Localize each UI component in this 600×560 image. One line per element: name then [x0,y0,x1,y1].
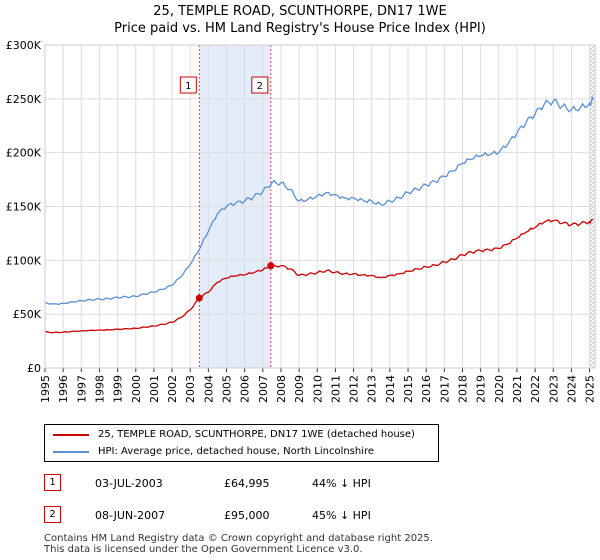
x-tick-label: 2015 [402,375,415,403]
y-tick-label: £0 [27,362,41,375]
x-tick-label: 2012 [348,375,361,403]
x-tick-label: 2022 [529,375,542,403]
sale-1-box-label: 1 [185,81,191,92]
y-tick-label: £200K [6,147,42,160]
sale-2-box-label: 2 [257,81,263,92]
x-tick-label: 2006 [239,375,252,403]
plot-border [44,44,596,369]
x-tick-label: 2003 [184,375,197,403]
hpi-series-line [44,95,594,306]
x-tick-label: 2002 [166,375,179,403]
x-tick-label: 2021 [511,375,524,403]
x-tick-label: 1995 [39,375,52,403]
sale-price-2: £95,000 [224,509,270,522]
y-tick-label: £250K [6,93,42,106]
x-tick-label: 2001 [148,375,161,403]
x-tick-label: 2023 [547,375,560,403]
x-tick-label: 1998 [93,375,106,403]
sale-hpi-2: 45% ↓ HPI [312,509,371,522]
x-tick-label: 2011 [329,375,342,403]
x-tick-label: 2000 [130,375,143,403]
x-tick-label: 2009 [293,375,306,403]
x-tick-label: 2005 [221,375,234,403]
x-tick-label: 2008 [275,375,288,403]
y-tick-label: £100K [6,254,42,267]
x-tick-label: 1997 [75,375,88,403]
sale-date-1: 03-JUL-2003 [95,477,163,490]
sale-badge-1: 1 [44,474,61,491]
property-series-line [44,218,594,334]
sale-1-box [179,76,197,94]
x-tick-label: 2025 [584,375,597,403]
legend-swatch-hpi [53,451,89,453]
y-tick-label: £150K [6,201,42,214]
x-tick-label: 1996 [57,375,70,403]
price-chart: £0 £50K £100K £150K £200K £250K £300K 1995 1996 1… [6,39,597,403]
chart-legend: 25, TEMPLE ROAD, SCUNTHORPE, DN17 1WE (d… [44,424,439,462]
sale-hpi-1: 44% ↓ HPI [312,477,371,490]
sale-price-1: £64,995 [224,477,270,490]
x-tick-label: 2020 [493,375,506,403]
y-tick-label: £50K [13,308,42,321]
sale-2-box [251,76,269,94]
legend-label-property: 25, TEMPLE ROAD, SCUNTHORPE, DN17 1WE (d… [98,429,415,440]
x-tick-label: 2007 [257,375,270,403]
sale-badge-2: 2 [44,506,61,523]
footer-copyright: Contains HM Land Registry data © Crown c… [44,533,433,544]
y-tick-label: £300K [6,39,42,52]
x-tick-label: 2010 [311,375,324,403]
legend-label-hpi: HPI: Average price, detached house, Nort… [98,446,375,457]
chart-subtitle: Price paid vs. HM Land Registry's House … [114,21,486,36]
x-tick-label: 2014 [384,375,397,403]
sale-2-point [267,262,275,270]
x-tick-label: 2016 [420,375,433,403]
sale-date-2: 08-JUN-2007 [95,509,166,522]
x-tick-label: 2018 [456,375,469,403]
x-tick-label: 2004 [202,375,215,403]
x-tick-label: 2017 [438,375,451,403]
footer-licence: This data is licensed under the Open Gov… [44,544,363,555]
chart-title: 25, TEMPLE ROAD, SCUNTHORPE, DN17 1WE [153,4,447,19]
legend-swatch-property [53,434,89,436]
x-tick-label: 1999 [112,375,125,403]
x-tick-label: 2013 [366,375,379,403]
x-tick-label: 2019 [475,375,488,403]
x-tick-label: 2024 [565,375,578,403]
sale-1-point [195,294,203,302]
